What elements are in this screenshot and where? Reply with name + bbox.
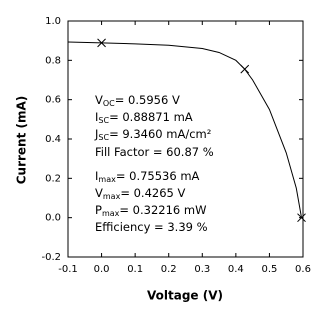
annotation: Efficiency = 3.39 % bbox=[95, 220, 208, 234]
y-tick-label: 0.4 bbox=[45, 134, 61, 145]
annotation-subscript: max bbox=[102, 209, 120, 218]
x-tick-label: 0.0 bbox=[94, 264, 110, 275]
x-tick-label: -0.1 bbox=[58, 264, 78, 275]
x-tick-label: 0.1 bbox=[127, 264, 143, 275]
y-tick-label: 0.8 bbox=[45, 55, 61, 66]
annotation-text: V bbox=[95, 93, 103, 107]
annotation-text: = 9.3460 mA/cm² bbox=[109, 127, 211, 141]
y-tick-label: 1.0 bbox=[45, 16, 61, 27]
annotation-subscript: SC bbox=[98, 116, 109, 125]
annotation: Imax= 0.75536 mA bbox=[95, 169, 200, 184]
x-axis-label: Voltage (V) bbox=[147, 289, 223, 303]
curve bbox=[67, 41, 303, 218]
y-tick-label: -0.2 bbox=[41, 252, 61, 263]
annotation-subscript: SC bbox=[98, 133, 109, 142]
annotation-text: = 0.32216 mW bbox=[119, 203, 206, 217]
annotation-text: I bbox=[95, 169, 98, 183]
annotation: ISC= 0.88871 mA bbox=[95, 110, 193, 125]
annotation-text: = 0.75536 mA bbox=[116, 169, 200, 183]
x-tick-label: 0.2 bbox=[161, 264, 177, 275]
x-tick-label: 0.6 bbox=[295, 264, 311, 275]
annotation-text: = 0.5956 V bbox=[115, 93, 180, 107]
annotation-text: P bbox=[95, 203, 102, 217]
annotation-text: = 0.88871 mA bbox=[109, 110, 193, 124]
y-tick-label: 0.2 bbox=[45, 173, 61, 184]
annotation: Vmax= 0.4265 V bbox=[95, 186, 185, 201]
annotation-subscript: max bbox=[103, 192, 121, 201]
annotation-text: I bbox=[95, 110, 98, 124]
annotation-text: = 0.4265 V bbox=[120, 186, 185, 200]
annotation-text: Efficiency = 3.39 % bbox=[95, 220, 208, 234]
y-tick-label: 0.6 bbox=[45, 95, 61, 106]
annotation-text: Fill Factor = 60.87 % bbox=[95, 145, 214, 159]
x-tick-label: 0.5 bbox=[261, 264, 277, 275]
annotation: Pmax= 0.32216 mW bbox=[95, 203, 206, 218]
marker bbox=[297, 213, 306, 223]
x-tick-label: 0.3 bbox=[194, 264, 210, 275]
annotation: JSC= 9.3460 mA/cm² bbox=[94, 127, 211, 142]
annotation: VOC= 0.5956 V bbox=[95, 93, 180, 108]
annotation-subscript: max bbox=[98, 175, 116, 184]
annotation: Fill Factor = 60.87 % bbox=[95, 145, 214, 159]
x-tick-label: 0.4 bbox=[228, 264, 244, 275]
annotation-text: J bbox=[94, 127, 98, 141]
marker bbox=[97, 38, 106, 48]
y-tick-label: 0.0 bbox=[45, 213, 61, 224]
marker bbox=[240, 64, 250, 74]
annotation-text: V bbox=[95, 186, 103, 200]
annotation-subscript: OC bbox=[103, 99, 115, 108]
y-axis-label: Current (mA) bbox=[15, 96, 29, 185]
